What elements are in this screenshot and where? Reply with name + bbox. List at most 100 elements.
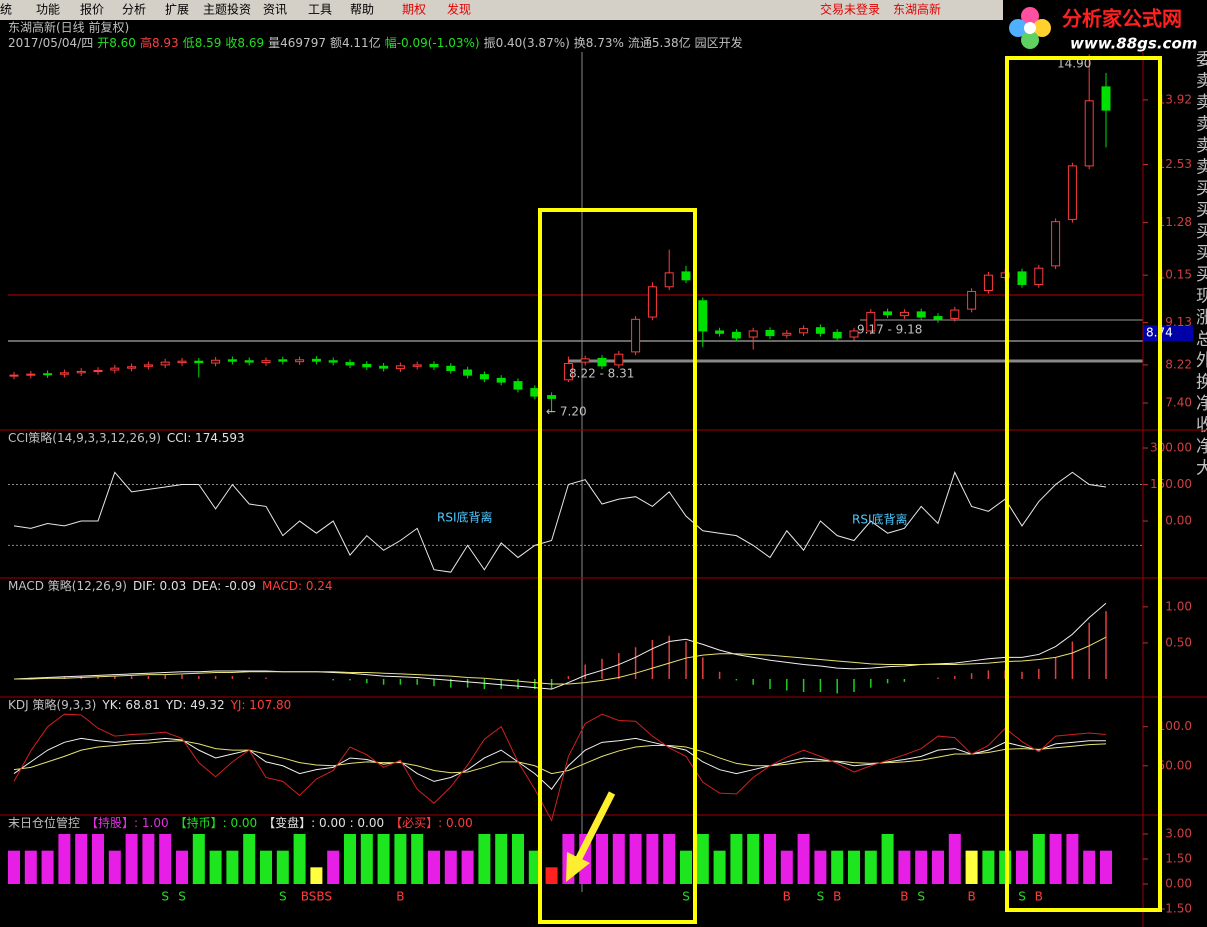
- position-bar: [713, 850, 726, 884]
- quote-item: 振0.40(3.87%): [484, 36, 570, 50]
- quote-item: 低8.59: [183, 36, 222, 50]
- candle-body: [194, 360, 204, 364]
- signal-label: B: [396, 890, 404, 904]
- candle-body: [429, 363, 439, 368]
- sidebar-label: 委: [1196, 50, 1207, 70]
- position-bar: [377, 834, 390, 884]
- logo-url: www.88gs.com: [1070, 35, 1197, 53]
- signal-label: B: [783, 890, 791, 904]
- candle-body: [799, 328, 809, 334]
- menu-item[interactable]: 扩展: [165, 3, 189, 17]
- candle-body: [26, 373, 36, 376]
- panel-annotation: RSI底背离: [437, 510, 493, 525]
- position-bar: [444, 850, 457, 884]
- position-bar: [276, 850, 289, 884]
- sidebar-label: 涨: [1196, 308, 1207, 328]
- y-tick-label: 0.50: [1165, 635, 1192, 649]
- menu-item[interactable]: 期权: [402, 3, 426, 17]
- logo-petal: [1021, 31, 1039, 49]
- candle-body: [530, 388, 540, 397]
- position-bar: [310, 867, 323, 884]
- sidebar-label: 大: [1196, 459, 1207, 479]
- indicator-line: [14, 636, 1107, 685]
- menu-status[interactable]: 东湖高新: [893, 2, 941, 17]
- menu-item[interactable]: 统: [0, 3, 12, 17]
- position-bar: [612, 834, 625, 884]
- candle-body: [59, 372, 69, 375]
- menu-item[interactable]: 工具: [308, 3, 332, 17]
- candle-body: [513, 381, 523, 390]
- y-tick-label: 7.40: [1165, 396, 1192, 410]
- position-bar: [327, 850, 340, 884]
- position-bar: [831, 850, 844, 884]
- position-bar: [75, 834, 88, 884]
- signal-label: S: [161, 890, 169, 904]
- y-tick-label: 9.13: [1165, 315, 1192, 329]
- candle-body: [681, 271, 691, 281]
- sidebar-label: 总: [1196, 330, 1207, 350]
- position-bar: [512, 834, 524, 884]
- logo-petal: [1033, 19, 1051, 37]
- candle-body: [211, 359, 221, 364]
- candle-body: [127, 366, 137, 369]
- candle-body: [916, 311, 926, 318]
- menu-item[interactable]: 报价: [80, 2, 104, 17]
- indicator-line: [13, 737, 1106, 790]
- candle-body: [1051, 221, 1061, 267]
- position-bar: [797, 834, 810, 884]
- legend-item: DIF: 0.03: [133, 579, 186, 593]
- panel-legend: KDJ 策略(9,3,3) YK: 68.81 YD: 49.32 YJ: 107.8…: [8, 697, 291, 712]
- position-bar: [1032, 834, 1045, 884]
- y-tick-label: 0.00: [1165, 514, 1192, 528]
- pointer-arrow-head: [566, 852, 590, 882]
- sidebar-label: 买: [1196, 201, 1207, 221]
- panel-legend: CCI策略(14,9,3,3,12,26,9) CCI: 174.593: [8, 430, 245, 445]
- position-bar: [982, 850, 995, 884]
- candle-body: [9, 374, 19, 377]
- candle-body: [311, 358, 321, 362]
- position-bar: [965, 850, 978, 884]
- menu-item[interactable]: 功能: [36, 3, 60, 17]
- sidebar-label: 卖: [1196, 136, 1207, 156]
- menu-item[interactable]: 帮助: [350, 3, 374, 17]
- candle-body: [731, 331, 741, 339]
- logo-center: [1024, 22, 1036, 34]
- position-bar: [8, 850, 20, 884]
- sidebar-label: 净: [1196, 437, 1207, 457]
- menu-item[interactable]: 主题投资: [203, 2, 251, 17]
- position-bar: [360, 834, 373, 884]
- position-bar: [1049, 834, 1062, 884]
- legend-item: DEA: -0.09: [192, 579, 256, 593]
- signal-label: B: [1035, 890, 1043, 904]
- position-bar: [495, 834, 508, 884]
- candle-body: [395, 365, 405, 370]
- logo: [1009, 7, 1051, 49]
- position-bar: [226, 850, 239, 884]
- candle-body: [950, 309, 960, 319]
- menu-item[interactable]: 发现: [447, 2, 471, 17]
- panel-annotation: RSI底背离: [852, 512, 908, 527]
- candle-body: [698, 300, 708, 332]
- candle-body: [748, 330, 758, 338]
- menu-item[interactable]: 资讯: [263, 3, 287, 17]
- position-bar: [461, 850, 474, 884]
- candle-body: [1017, 271, 1027, 285]
- legend-item: CCI策略(14,9,3,3,12,26,9): [8, 430, 161, 445]
- candle-body: [933, 316, 943, 320]
- signal-label: S: [279, 890, 287, 904]
- candle-body: [1067, 165, 1077, 220]
- position-bar: [411, 834, 424, 884]
- legend-item: MACD 策略(12,26,9): [8, 578, 127, 593]
- candle-body: [899, 311, 909, 317]
- position-bar: [24, 850, 37, 884]
- legend-item: 【变盘】: 0.00 : 0.00: [263, 815, 384, 830]
- indicator-line: [13, 471, 1107, 573]
- position-bar: [915, 850, 928, 884]
- menu-item[interactable]: 分析: [122, 3, 146, 17]
- quote-info: 2017/05/04/四 开8.60 高8.93 低8.59 收8.69 量469797 额…: [8, 35, 743, 50]
- position-bar: [192, 834, 205, 884]
- position-bar: [629, 834, 642, 884]
- candle-body: [1101, 86, 1111, 111]
- menu-status[interactable]: 交易未登录: [820, 2, 880, 17]
